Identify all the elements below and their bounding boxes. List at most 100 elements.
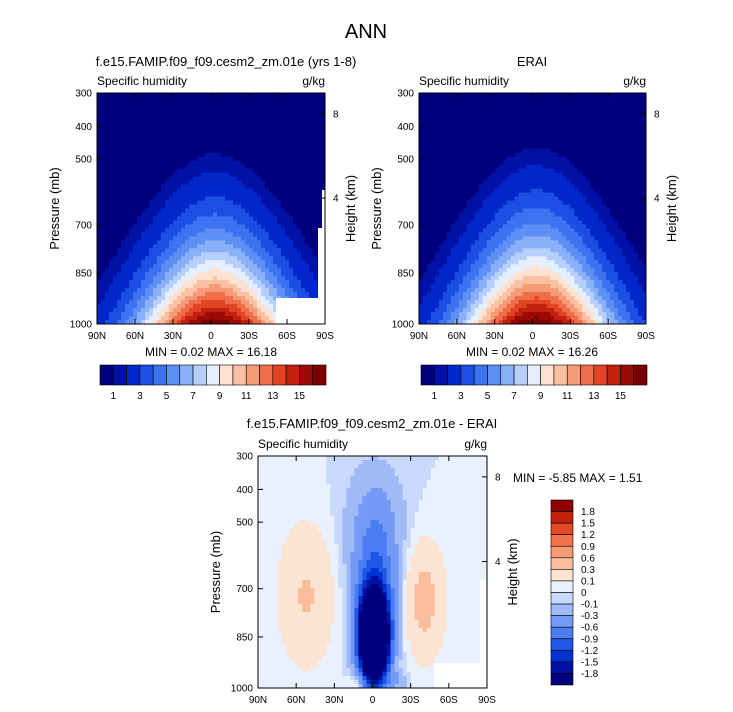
contour-cell <box>638 100 643 106</box>
contour-cell <box>622 132 627 138</box>
contour-cell <box>149 180 154 186</box>
contour-cell <box>293 168 298 174</box>
contour-cell <box>265 93 270 98</box>
contour-cell <box>594 96 599 102</box>
contour-cell <box>105 112 110 118</box>
contour-cell <box>470 168 476 174</box>
contour-cell <box>293 280 298 285</box>
contour-cell <box>542 200 548 206</box>
contour-cell <box>145 108 150 114</box>
contour-cell <box>582 200 587 206</box>
contour-cell <box>149 304 154 309</box>
contour-cell <box>614 164 619 170</box>
contour-cell <box>297 168 302 174</box>
contour-cell <box>594 184 599 190</box>
contour-cell <box>534 144 540 150</box>
contour-cell <box>173 228 178 233</box>
contour-cell <box>125 280 130 285</box>
contour-cell <box>562 184 567 190</box>
contour-cell <box>145 156 150 162</box>
contour-cell <box>458 144 464 150</box>
contour-cell <box>145 116 150 122</box>
contour-cell <box>582 188 587 194</box>
contour-cell <box>261 136 266 142</box>
contour-cell <box>145 256 150 261</box>
contour-cell <box>293 252 298 257</box>
contour-cell <box>462 136 468 142</box>
contour-cell <box>626 132 631 138</box>
contour-cell <box>105 272 110 277</box>
contour-cell <box>494 132 500 138</box>
contour-cell <box>169 172 174 178</box>
contour-cell <box>434 112 440 118</box>
contour-cell <box>249 316 254 321</box>
contour-cell <box>233 300 238 305</box>
contour-cell <box>133 96 138 102</box>
contour-cell <box>169 244 174 249</box>
contour-cell <box>237 112 242 118</box>
contour-cell <box>490 93 496 98</box>
contour-cell <box>309 128 314 134</box>
contour-cell <box>249 224 254 230</box>
contour-cell <box>494 184 500 190</box>
contour-cell <box>265 108 270 114</box>
contour-cell <box>466 176 472 182</box>
contour-cell <box>301 196 306 202</box>
contour-cell <box>257 264 262 269</box>
contour-cell <box>177 140 182 146</box>
contour-cell <box>213 93 218 98</box>
contour-cell <box>261 140 266 146</box>
contour-cell <box>502 136 508 142</box>
contour-cell <box>586 112 591 118</box>
contour-cell <box>145 216 150 222</box>
contour-cell <box>201 212 206 218</box>
contour-cell <box>177 120 182 126</box>
contour-cell <box>101 252 106 257</box>
contour-cell <box>289 160 294 166</box>
contour-cell <box>97 320 102 324</box>
contour-cell <box>502 116 508 122</box>
contour-cell <box>558 160 563 166</box>
contour-cell <box>582 93 587 98</box>
contour-cell <box>434 204 440 210</box>
contour-cell <box>217 224 222 230</box>
contour-cell <box>97 256 102 261</box>
contour-cell <box>221 304 226 309</box>
contour-cell <box>426 172 432 178</box>
contour-cell <box>574 140 579 146</box>
contour-cell <box>257 296 262 301</box>
contour-cell <box>317 108 322 114</box>
contour-cell <box>618 192 623 198</box>
contour-cell <box>213 156 218 162</box>
contour-cell <box>233 312 238 317</box>
contour-cell <box>169 308 174 313</box>
contour-cell <box>249 252 254 257</box>
contour-cell <box>273 128 278 134</box>
contour-cell <box>554 148 559 154</box>
contour-cell <box>213 172 218 178</box>
contour-cell <box>249 300 254 305</box>
contour-cell <box>466 100 472 106</box>
contour-cell <box>490 196 496 202</box>
contour-cell <box>542 132 548 138</box>
contour-cell <box>426 168 432 174</box>
contour-cell <box>101 296 106 301</box>
contour-cell <box>97 172 102 178</box>
contour-cell <box>630 200 635 206</box>
contour-cell <box>454 160 460 166</box>
contour-cell <box>277 152 282 158</box>
contour-cell <box>470 120 476 126</box>
contour-cell <box>137 244 142 249</box>
contour-cell <box>105 220 110 226</box>
contour-cell <box>638 120 643 126</box>
contour-cell <box>594 164 599 170</box>
contour-cell <box>538 200 544 206</box>
contour-cell <box>157 93 162 98</box>
contour-cell <box>614 188 619 194</box>
contour-cell <box>97 220 102 226</box>
contour-cell <box>642 196 646 202</box>
contour-cell <box>257 196 262 202</box>
contour-cell <box>217 284 222 289</box>
contour-cell <box>105 264 110 269</box>
contour-cell <box>486 200 492 206</box>
